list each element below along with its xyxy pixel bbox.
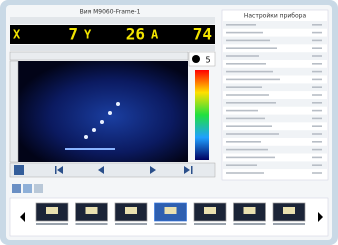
x-value: 7 [68, 25, 78, 44]
settings-row-text [226, 79, 280, 81]
settings-row-text [226, 172, 264, 174]
status-bar [10, 17, 215, 24]
y-value: 26 [126, 25, 145, 44]
settings-row-text [226, 141, 261, 143]
settings-row-value [312, 47, 322, 49]
settings-row-text [226, 32, 263, 34]
settings-row-value [312, 102, 322, 104]
thumbnail-caption [36, 223, 68, 225]
y-label: Y [84, 28, 92, 42]
thumbnail-highlight [86, 207, 98, 214]
thumbnail-highlight [165, 207, 177, 214]
gain-icon [192, 55, 200, 63]
settings-row-value [312, 40, 322, 42]
settings-title: Настройки прибора [244, 13, 307, 20]
window-title: Вия M9060-Frame-1 [80, 9, 141, 16]
screen: Вия M9060-Frame-1 X 7 Y 26 A 74 5 Настро… [0, 0, 338, 245]
a-value: 74 [193, 25, 212, 44]
thumbnail-highlight [125, 207, 137, 214]
settings-row-text [226, 110, 258, 112]
settings-row-text [226, 47, 277, 49]
thumbnail-caption [76, 223, 108, 225]
settings-row-text [226, 55, 259, 57]
thumbnail-highlight [204, 207, 216, 214]
thumbnail-caption [234, 223, 266, 225]
settings-row-text [226, 40, 270, 42]
settings-row-value [312, 149, 322, 151]
thumbnail-highlight [283, 207, 295, 214]
settings-row-text [226, 133, 279, 135]
thumbnail-caption [273, 223, 305, 225]
settings-row-value [312, 157, 322, 159]
settings-row-text [226, 94, 269, 96]
settings-row-value [312, 133, 322, 135]
color-bar [195, 70, 209, 160]
settings-row-text [226, 102, 276, 104]
side-ruler [10, 61, 18, 162]
gain-value: 5 [205, 56, 210, 65]
ruler [10, 52, 188, 60]
readout-bar [10, 25, 215, 44]
settings-row-text [226, 24, 256, 26]
x-label: X [13, 28, 21, 42]
file-icons[interactable] [12, 184, 43, 193]
settings-row-value [312, 71, 322, 73]
settings-row-text [226, 164, 257, 166]
settings-row-value [312, 63, 322, 65]
settings-row-value [312, 164, 322, 166]
settings-row-value [312, 79, 322, 81]
settings-row-text [226, 157, 275, 159]
settings-row-text [226, 63, 266, 65]
thumbnail-highlight [244, 207, 256, 214]
settings-row-value [312, 55, 322, 57]
settings-row-value [312, 125, 322, 127]
thumbnail-caption [194, 223, 226, 225]
settings-row-text [226, 71, 273, 73]
settings-row-value [312, 141, 322, 143]
scan-image [18, 61, 188, 162]
settings-row-value [312, 32, 322, 34]
settings-row-value [312, 110, 322, 112]
thumbnail-caption [155, 223, 187, 225]
settings-row-text [226, 118, 265, 120]
settings-row-value [312, 118, 322, 120]
settings-row-value [312, 94, 322, 96]
info-row [10, 45, 215, 51]
thumbnail-caption [115, 223, 147, 225]
settings-row-text [226, 125, 272, 127]
settings-rows [223, 21, 327, 177]
settings-row-value [312, 86, 322, 88]
a-label: A [151, 28, 159, 42]
settings-row-text [226, 86, 262, 88]
settings-row-value [312, 24, 322, 26]
settings-row-value [312, 172, 322, 174]
page: Вия M9060-Frame-1 X 7 Y 26 A 74 5 Настро… [0, 0, 338, 245]
settings-row-text [226, 149, 268, 151]
thumbnail-highlight [46, 207, 58, 214]
